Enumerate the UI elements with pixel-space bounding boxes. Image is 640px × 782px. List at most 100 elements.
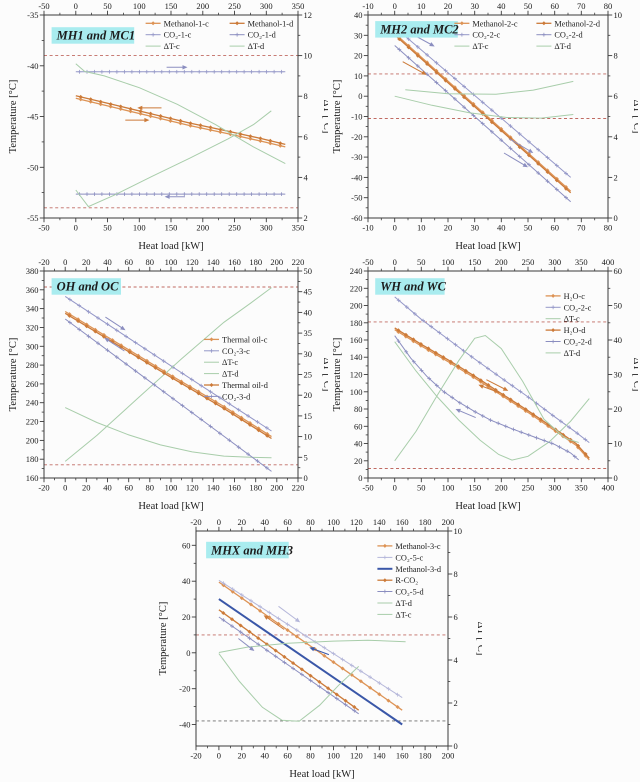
svg-text:80: 80 (604, 223, 613, 233)
svg-text:50: 50 (614, 301, 623, 311)
svg-text:40: 40 (304, 307, 313, 317)
svg-text:0: 0 (217, 751, 221, 761)
svg-text:40: 40 (260, 751, 269, 761)
svg-text:0: 0 (393, 223, 397, 233)
svg-text:30: 30 (354, 30, 363, 40)
svg-text:200: 200 (270, 258, 283, 267)
svg-text:5: 5 (304, 452, 308, 462)
svg-text:120: 120 (350, 370, 363, 380)
svg-text:350: 350 (292, 223, 305, 233)
svg-text:20: 20 (238, 518, 247, 527)
chart-wh-and-wc: -50 -50 0 0 50 50 100 100 150 150 200 200 250 250 300 3… (330, 258, 638, 512)
svg-text:20: 20 (354, 456, 363, 466)
svg-text:80: 80 (306, 518, 315, 527)
svg-text:160: 160 (228, 258, 241, 267)
svg-text:Methanol-2-d: Methanol-2-d (554, 19, 600, 28)
svg-text:200: 200 (26, 435, 39, 445)
svg-text:100: 100 (133, 223, 146, 233)
svg-text:2: 2 (304, 213, 308, 223)
svg-text:60: 60 (182, 540, 191, 550)
svg-text:50: 50 (417, 483, 426, 493)
svg-text:50: 50 (524, 223, 533, 233)
svg-text:8: 8 (614, 51, 618, 61)
svg-text:40: 40 (497, 2, 506, 11)
svg-text:100: 100 (133, 2, 146, 11)
svg-text:H₂O-c: H₂O-c (564, 292, 586, 301)
svg-text:CO₂-5-c: CO₂-5-c (395, 553, 423, 562)
svg-text:400: 400 (602, 258, 615, 267)
svg-text:300: 300 (260, 223, 273, 233)
svg-text:MH2 and MC2: MH2 and MC2 (379, 23, 459, 37)
chart-oh-and-oc: -20 -20 0 0 20 20 40 40 60 60 80 80 100 100 120 120 140 1… (6, 258, 328, 512)
svg-text:R-CO₂: R-CO₂ (395, 576, 418, 585)
svg-text:60: 60 (550, 2, 559, 11)
svg-text:70: 70 (577, 223, 586, 233)
chart-mh1-and-mc1-canvas: -50 -50 0 0 50 50 100 100 150 150 200 200 250 250 300 3… (8, 2, 328, 252)
svg-text:Temperature [°C]: Temperature [°C] (8, 338, 19, 412)
svg-text:360: 360 (26, 285, 39, 295)
svg-text:35: 35 (304, 328, 313, 338)
svg-text:150: 150 (165, 223, 178, 233)
svg-text:120: 120 (350, 751, 363, 761)
svg-text:0: 0 (63, 483, 67, 493)
svg-text:0: 0 (393, 483, 397, 493)
svg-text:ΔT-d: ΔT-d (554, 42, 571, 51)
svg-text:100: 100 (327, 751, 340, 761)
svg-text:50: 50 (417, 258, 426, 267)
svg-text:-10: -10 (362, 2, 373, 11)
svg-text:60: 60 (283, 518, 292, 527)
svg-text:60: 60 (124, 483, 133, 493)
svg-text:4: 4 (454, 655, 459, 665)
svg-text:220: 220 (350, 283, 363, 293)
svg-text:4: 4 (614, 132, 619, 142)
svg-text:100: 100 (442, 258, 455, 267)
svg-text:0: 0 (358, 91, 362, 101)
svg-text:2: 2 (454, 698, 458, 708)
svg-text:30: 30 (470, 2, 479, 11)
svg-text:200: 200 (350, 301, 363, 311)
svg-text:0: 0 (74, 2, 78, 11)
svg-text:-50: -50 (27, 162, 38, 172)
svg-text:ΔT-d: ΔT-d (395, 599, 412, 608)
chart-wh-and-wc-canvas: -50-500050501001001501502002002502503003… (332, 258, 638, 512)
svg-text:200: 200 (270, 483, 283, 493)
svg-text:Methanol-2-c: Methanol-2-c (472, 19, 517, 28)
svg-text:Thermal oil-c: Thermal oil-c (222, 335, 268, 344)
svg-text:10: 10 (614, 439, 623, 449)
svg-text:ΔT [°C]: ΔT [°C] (321, 358, 328, 392)
svg-text:80: 80 (146, 483, 155, 493)
svg-text:40: 40 (103, 258, 112, 267)
svg-text:6: 6 (454, 612, 458, 622)
svg-text:220: 220 (26, 417, 39, 427)
svg-text:ΔT-d: ΔT-d (222, 370, 239, 379)
svg-text:300: 300 (548, 483, 561, 493)
svg-text:-50: -50 (362, 483, 373, 493)
svg-text:-40: -40 (351, 172, 362, 182)
svg-text:15: 15 (304, 411, 313, 421)
svg-text:20: 20 (354, 51, 363, 61)
svg-text:140: 140 (373, 751, 386, 761)
svg-text:CO₂-2-d: CO₂-2-d (564, 338, 593, 347)
svg-text:20: 20 (444, 2, 453, 11)
svg-text:2: 2 (614, 172, 618, 182)
svg-text:100: 100 (327, 518, 340, 527)
svg-text:180: 180 (419, 751, 432, 761)
svg-text:12: 12 (304, 10, 313, 20)
svg-text:-50: -50 (38, 2, 49, 11)
svg-text:100: 100 (165, 258, 178, 267)
svg-text:160: 160 (396, 751, 409, 761)
svg-text:6: 6 (614, 91, 618, 101)
svg-text:ΔT [°C]: ΔT [°C] (631, 100, 638, 134)
svg-text:50: 50 (304, 266, 313, 276)
svg-text:6: 6 (304, 132, 308, 142)
svg-text:-20: -20 (38, 258, 49, 267)
svg-text:180: 180 (419, 518, 432, 527)
svg-text:CO₂-1-d: CO₂-1-d (248, 31, 277, 40)
svg-text:20: 20 (304, 390, 313, 400)
svg-text:45: 45 (304, 287, 313, 297)
svg-text:-50: -50 (351, 193, 362, 203)
svg-text:Heat load [kW]: Heat load [kW] (138, 241, 203, 252)
svg-text:60: 60 (283, 751, 292, 761)
svg-text:10: 10 (304, 432, 313, 442)
svg-text:40: 40 (260, 518, 269, 527)
